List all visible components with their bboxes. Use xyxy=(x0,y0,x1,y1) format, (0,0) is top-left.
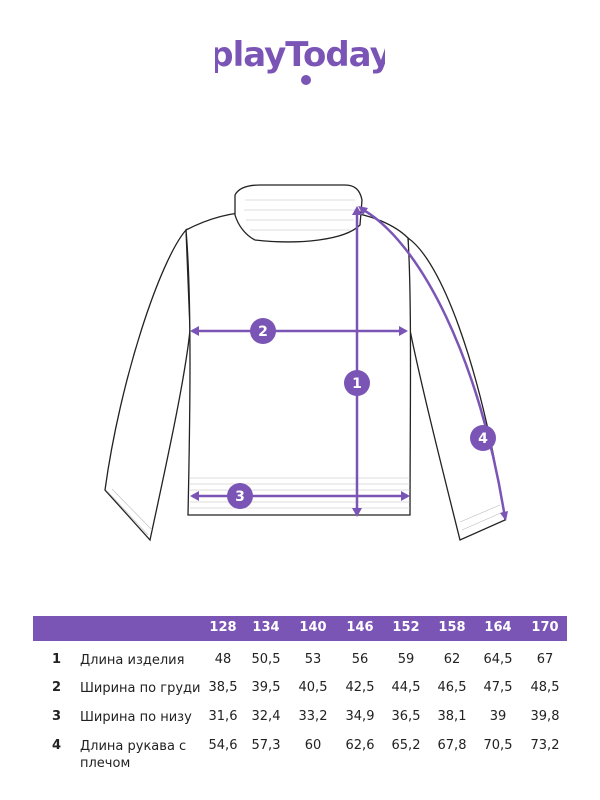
cell-value: 65,2 xyxy=(391,738,421,753)
cell-value: 59 xyxy=(397,652,415,667)
svg-text:playToday: playToday xyxy=(215,35,385,75)
svg-text:1: 1 xyxy=(352,376,362,392)
cell-value: 56 xyxy=(351,652,369,667)
size-header: 128 xyxy=(209,620,237,635)
cell-value: 36,5 xyxy=(391,709,421,724)
cell-value: 48,5 xyxy=(530,680,560,695)
cell-value: 44,5 xyxy=(391,680,421,695)
cell-value: 39 xyxy=(489,709,507,724)
cell-value: 70,5 xyxy=(483,738,513,753)
cell-value: 33,2 xyxy=(298,709,328,724)
size-header: 134 xyxy=(252,620,280,635)
brand-logo: playToday xyxy=(0,30,600,90)
cell-value: 42,5 xyxy=(345,680,375,695)
row-number: 4 xyxy=(52,738,62,753)
cell-value: 38,5 xyxy=(208,680,238,695)
cell-value: 62,6 xyxy=(345,738,375,753)
size-table-header: 128 134 140 146 152 158 164 170 xyxy=(33,616,567,641)
row-number: 2 xyxy=(52,680,62,695)
size-header: 140 xyxy=(299,620,327,635)
cell-value: 53 xyxy=(304,652,322,667)
svg-text:4: 4 xyxy=(478,431,488,447)
cell-value: 62 xyxy=(443,652,461,667)
cell-value: 67,8 xyxy=(437,738,467,753)
size-header: 170 xyxy=(531,620,559,635)
cell-value: 50,5 xyxy=(251,652,281,667)
cell-value: 54,6 xyxy=(208,738,238,753)
svg-text:2: 2 xyxy=(258,324,268,340)
marker-1: 1 xyxy=(344,370,370,396)
row-label: Ширина по груди xyxy=(80,681,201,696)
size-header: 152 xyxy=(392,620,420,635)
cell-value: 64,5 xyxy=(483,652,513,667)
cell-value: 34,9 xyxy=(345,709,375,724)
marker-2: 2 xyxy=(250,318,276,344)
marker-3: 3 xyxy=(227,483,253,509)
cell-value: 47,5 xyxy=(483,680,513,695)
row-label: Длина рукава с плечом xyxy=(80,739,187,771)
svg-text:3: 3 xyxy=(235,489,245,505)
cell-value: 31,6 xyxy=(208,709,238,724)
cell-value: 39,8 xyxy=(530,709,560,724)
cell-value: 67 xyxy=(536,652,554,667)
cell-value: 40,5 xyxy=(298,680,328,695)
cell-value: 57,3 xyxy=(251,738,281,753)
row-label: Ширина по низу xyxy=(80,710,192,725)
cell-value: 38,1 xyxy=(437,709,467,724)
sweater-diagram: 1 2 3 4 xyxy=(104,184,508,542)
cell-value: 46,5 xyxy=(437,680,467,695)
cell-value: 60 xyxy=(304,738,322,753)
row-label: Длина изделия xyxy=(80,653,185,668)
cell-value: 32,4 xyxy=(251,709,281,724)
row-number: 1 xyxy=(52,652,62,667)
size-header: 164 xyxy=(484,620,512,635)
cell-value: 48 xyxy=(214,652,232,667)
size-header: 146 xyxy=(346,620,374,635)
cell-value: 73,2 xyxy=(530,738,560,753)
row-number: 3 xyxy=(52,709,62,724)
size-header: 158 xyxy=(438,620,466,635)
cell-value: 39,5 xyxy=(251,680,281,695)
marker-4: 4 xyxy=(470,425,496,451)
